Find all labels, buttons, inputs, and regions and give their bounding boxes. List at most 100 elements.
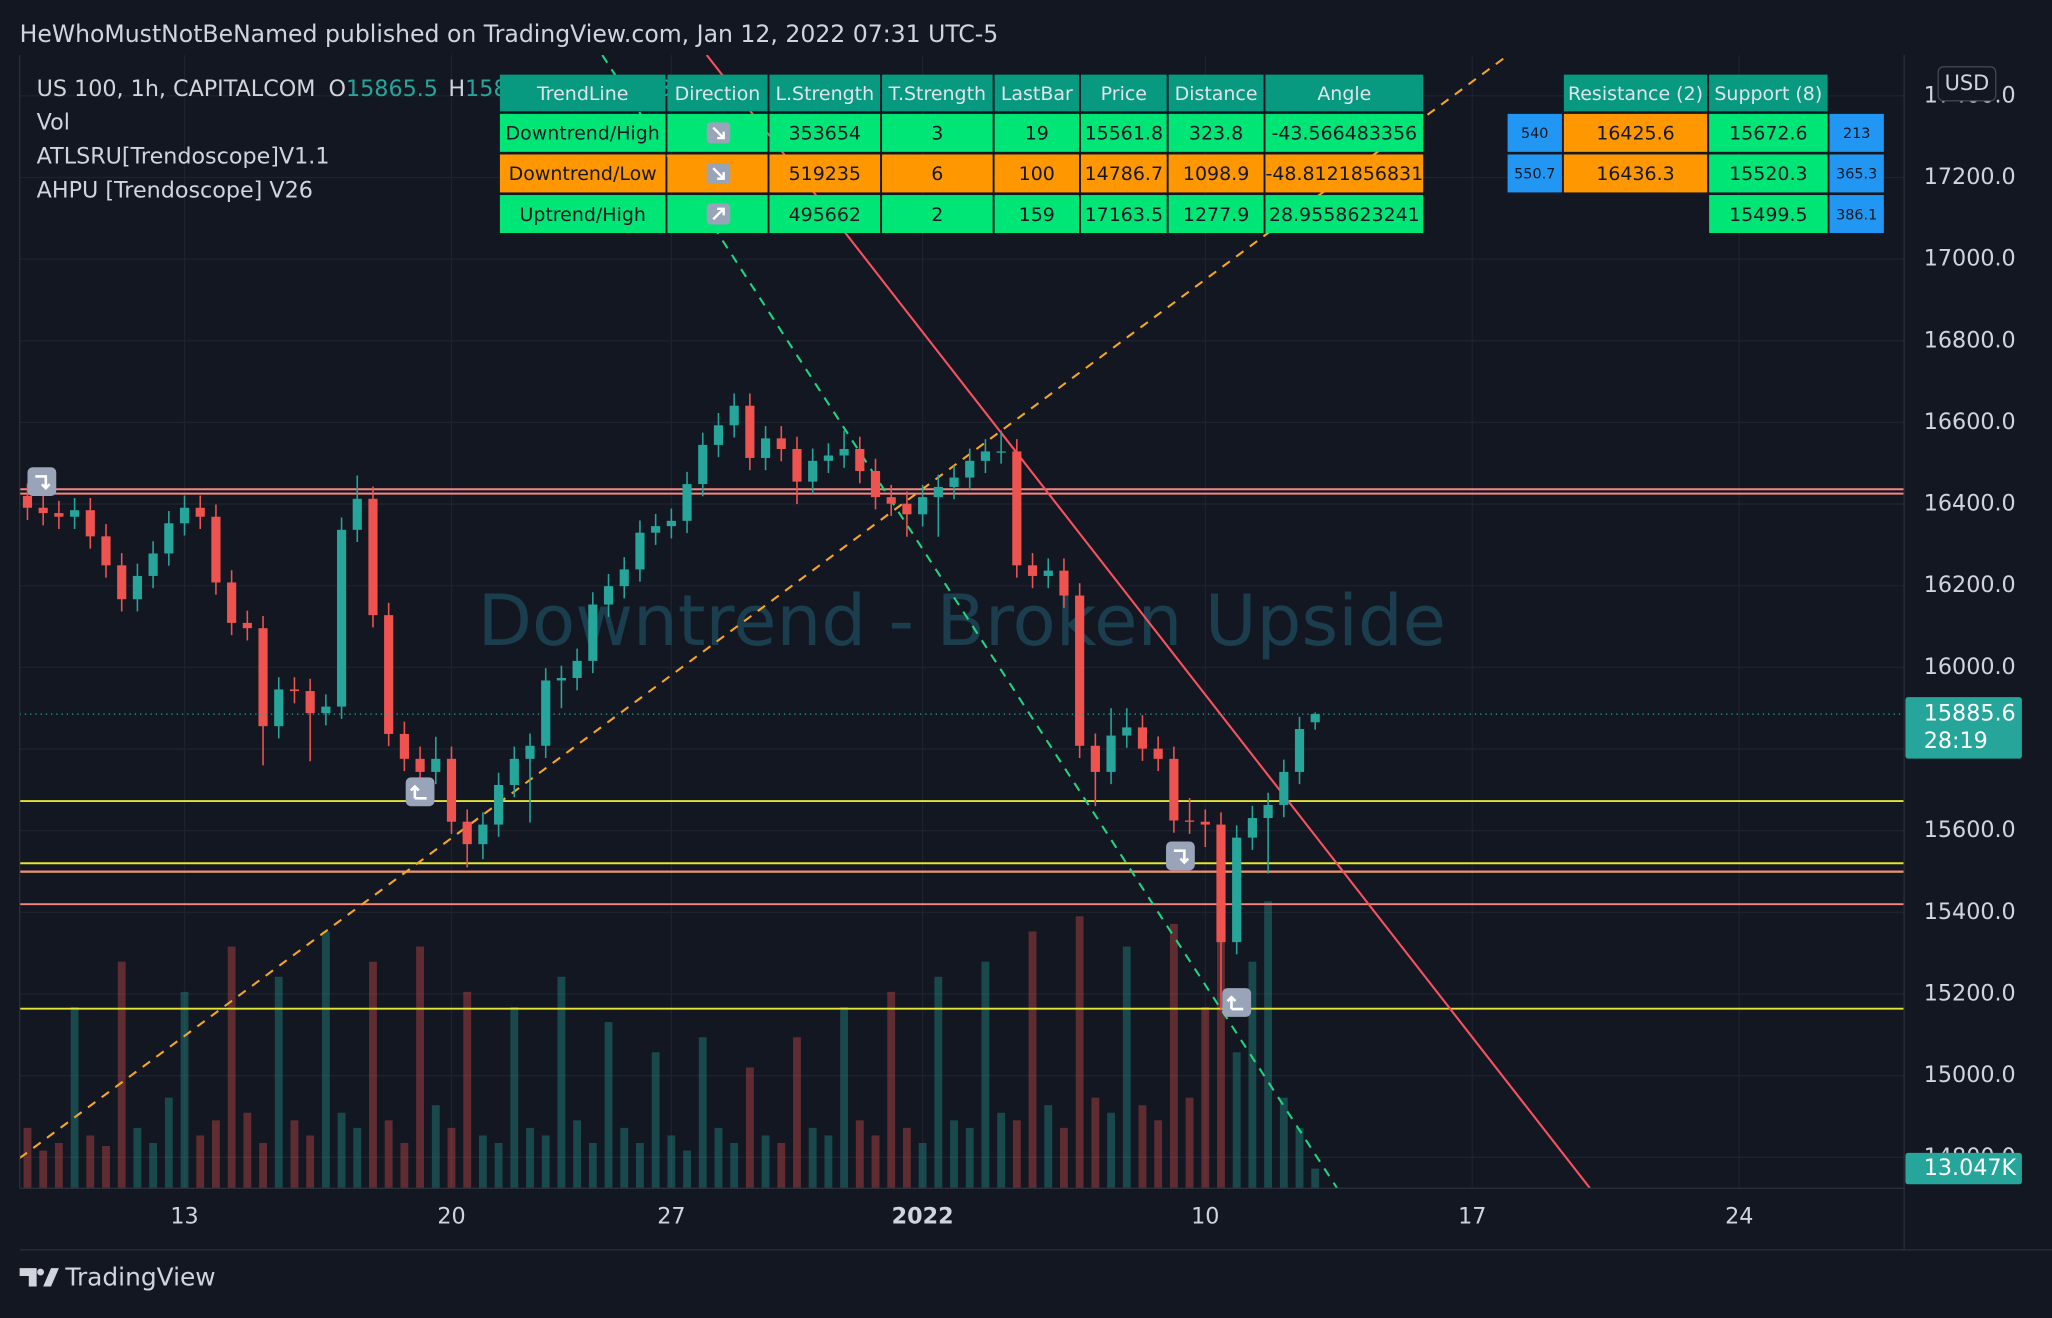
candle-body <box>572 660 582 679</box>
candle-body <box>1310 714 1320 723</box>
pivot-markers <box>27 467 1252 1017</box>
table-cell <box>1829 113 1884 152</box>
table-cell-text: 2 <box>931 204 943 226</box>
candle-body <box>1185 820 1195 822</box>
table-cell <box>499 195 666 233</box>
volume-bar <box>321 931 330 1189</box>
table-cell <box>1168 154 1264 193</box>
candle-body <box>54 513 64 517</box>
direction-arrow <box>712 126 725 140</box>
table-cell <box>882 74 993 112</box>
candle-body <box>776 438 786 449</box>
candle-body <box>823 455 833 461</box>
table-cell <box>994 74 1080 112</box>
volume-bar <box>1122 946 1131 1189</box>
volume-bar <box>651 1052 660 1189</box>
y-tick-label: 16600.0 <box>1924 409 2016 435</box>
volume-bar <box>369 961 377 1189</box>
volume-bar <box>793 1037 801 1189</box>
candle-body <box>1012 451 1022 566</box>
volume-bar <box>23 1127 32 1189</box>
volume-bar <box>39 1150 48 1189</box>
volume-bar <box>54 1142 63 1189</box>
candle-body <box>478 824 488 845</box>
currency-box <box>1937 66 1997 102</box>
candle-body <box>384 615 394 734</box>
volume-bar <box>478 1135 487 1189</box>
candle-body <box>242 622 252 629</box>
table-cell-text: Price <box>1101 83 1147 105</box>
volume-bar <box>274 976 283 1189</box>
volume-bar <box>1107 1112 1115 1189</box>
candle-body <box>22 495 33 508</box>
table-cell <box>769 113 881 152</box>
volume-bar <box>871 1135 880 1189</box>
volume-bar <box>431 1105 440 1189</box>
table-cell-text: 365.3 <box>1836 167 1877 183</box>
volume-bar <box>1091 1097 1100 1189</box>
table-cell <box>499 74 666 112</box>
candle-body <box>603 586 614 605</box>
table-cell-text: 28.9558623241 <box>1269 204 1420 226</box>
volume-bar <box>133 1127 142 1189</box>
trendline <box>601 55 1339 1189</box>
legend-indicator: AHPU [Trendoscope] V26 <box>37 178 313 204</box>
candle-body <box>85 510 95 537</box>
volume-bar <box>557 976 566 1189</box>
volume-bar <box>730 1142 739 1189</box>
volume-bar <box>541 1135 550 1189</box>
volume-bar <box>902 1127 911 1189</box>
volume-label: 13.047K <box>1924 1155 2018 1181</box>
table-cell-text: 16425.6 <box>1596 123 1674 145</box>
candle-body <box>682 484 692 521</box>
y-tick-label: 16800.0 <box>1924 327 2016 353</box>
volume-bar <box>887 991 896 1189</box>
volume-bar <box>212 1120 220 1189</box>
candle-body <box>227 582 237 623</box>
x-tick-label: 27 <box>657 1204 685 1230</box>
volume-bar <box>1060 1127 1068 1189</box>
volume-bar <box>840 1006 849 1189</box>
volume-bar <box>1169 923 1178 1189</box>
candle-body <box>996 451 1006 453</box>
candle-body <box>289 689 300 692</box>
table-cell <box>1709 154 1828 193</box>
table-cell-text: -48.8121856831 <box>1265 163 1423 185</box>
volume-bar <box>604 1022 613 1189</box>
candle-body <box>635 532 645 570</box>
volume-bar <box>416 946 425 1189</box>
table-cell <box>994 195 1080 233</box>
candle-body <box>1294 729 1305 772</box>
table-cell <box>882 195 993 233</box>
candle-body <box>729 405 739 426</box>
volume-bar <box>1295 1127 1304 1189</box>
table-cell-text: Support (8) <box>1714 83 1822 105</box>
volume-bar <box>149 1142 158 1189</box>
candle-body <box>1043 570 1053 576</box>
candle-body <box>148 553 158 576</box>
direction-arrow <box>712 167 725 180</box>
table-cell <box>667 74 768 112</box>
volume-bar <box>997 1112 1006 1189</box>
candle-body <box>855 448 865 472</box>
pivot-marker <box>1222 988 1252 1017</box>
price-label-box <box>1905 697 2022 759</box>
table-cell-text: 519235 <box>789 163 861 185</box>
volume-bar <box>683 1150 691 1189</box>
candle-body <box>839 448 849 456</box>
candle-body <box>368 498 378 616</box>
candle-body <box>70 510 80 517</box>
volume-bar <box>384 1120 393 1189</box>
volume-bar <box>290 1120 299 1189</box>
volume-bar <box>1154 1120 1163 1189</box>
volume-bar <box>573 1120 582 1189</box>
candle-body <box>666 520 676 527</box>
plot-area: Downtrend - Broken Upside <box>19 55 1905 1189</box>
table-cell-text: 386.1 <box>1836 207 1877 223</box>
candle-body <box>211 516 221 583</box>
table-cell-text: -43.566483356 <box>1272 123 1418 145</box>
candle-body <box>619 569 629 587</box>
y-tick-label: 17000.0 <box>1924 246 2016 272</box>
candle-body <box>980 451 991 461</box>
